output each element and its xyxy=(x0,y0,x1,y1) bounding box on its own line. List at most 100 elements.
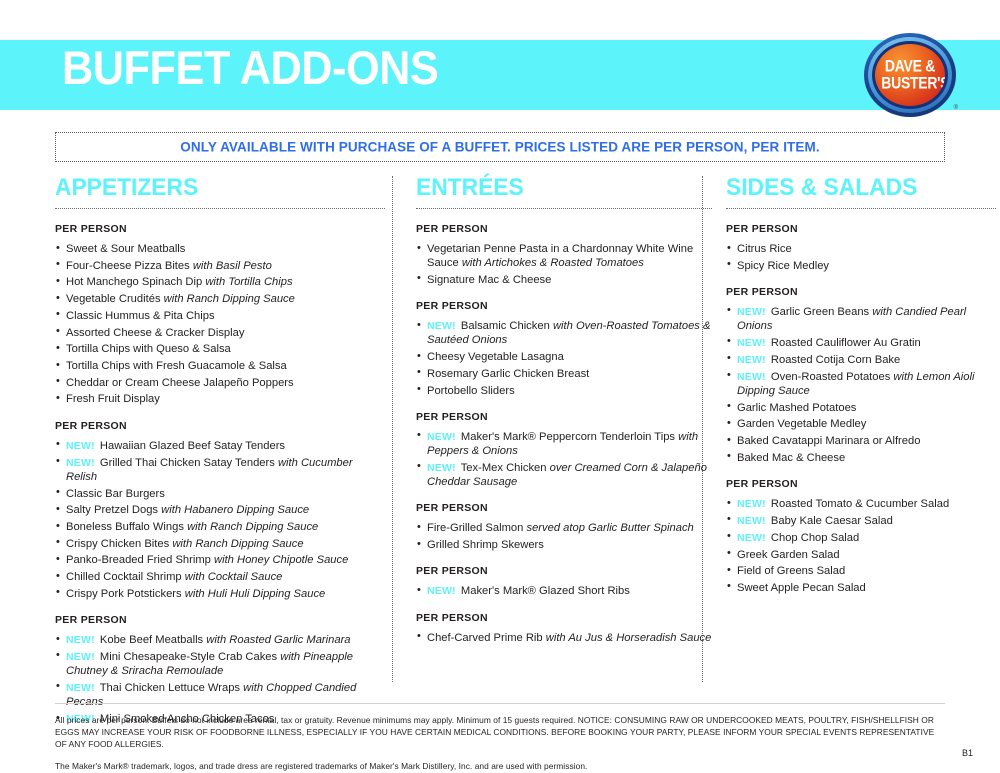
menu-item-name: Tortilla Chips with Queso & Salsa xyxy=(66,343,231,356)
menu-group: PER PERSON Fire-Grilled Salmon served ato… xyxy=(416,502,712,552)
section-rule xyxy=(726,208,996,209)
section-title-entrees: ENTRÉES xyxy=(416,174,524,201)
per-person-label: PER PERSON xyxy=(416,611,488,624)
menu-item-list: NEW! Maker's Mark® Glazed Short Ribs xyxy=(416,584,712,598)
menu-item-detail: with Tortilla Chips xyxy=(205,276,293,289)
menu-item: Hot Manchego Spinach Dip with Tortilla C… xyxy=(55,275,385,289)
per-person-label: PER PERSON xyxy=(726,223,798,235)
logo-core: DAVE & BUSTER'S xyxy=(875,44,945,106)
menu-group: PER PERSON NEW! Maker's Mark® Peppercorn … xyxy=(416,411,712,490)
menu-item-name: Panko-Breaded Fried Shrimp xyxy=(66,554,214,567)
logo-line-1: DAVE & xyxy=(884,56,936,76)
menu-item: Garlic Mashed Potatoes xyxy=(726,400,996,415)
section-title-appetizers: APPETIZERS xyxy=(55,174,199,201)
menu-item: Classic Bar Burgers xyxy=(55,486,385,501)
menu-item: NEW! Chop Chop Salad xyxy=(726,530,996,545)
menu-item-detail: with Pineapple Chutney & Sriracha Remoul… xyxy=(66,650,354,678)
menu-item-name: Portobello Sliders xyxy=(427,384,515,397)
header-banner xyxy=(0,40,1000,110)
registered-mark-icon: ® xyxy=(953,105,958,111)
menu-item: NEW! Kobe Beef Meatballs with Roasted Ga… xyxy=(55,633,385,647)
menu-item: Assorted Cheese & Cracker Display xyxy=(55,325,385,340)
menu-group: PER PERSON Citrus Rice Spicy Rice Medley xyxy=(726,223,996,273)
menu-item-name: Grilled Shrimp Skewers xyxy=(427,539,544,552)
menu-item-name: Kobe Beef Meatballs xyxy=(99,634,207,647)
menu-item-list: NEW! Kobe Beef Meatballs with Roasted Ga… xyxy=(55,633,385,726)
new-badge: NEW! xyxy=(737,305,766,318)
group-list-entrees: PER PERSON Vegetarian Penne Pasta in a Ch… xyxy=(416,223,712,645)
menu-item-name: Vegetarian Penne Pasta in a Chardonnay W… xyxy=(427,243,694,270)
menu-item-name: Citrus Rice xyxy=(737,243,792,255)
dave-and-busters-logo: DAVE & BUSTER'S ® xyxy=(864,33,958,117)
menu-item-detail: with Honey Chipotle Sauce xyxy=(214,554,349,567)
menu-column-entrees: ENTRÉES PER PERSON Vegetarian Penne Pasta… xyxy=(416,176,712,647)
new-badge: NEW! xyxy=(66,650,95,663)
menu-item: Rosemary Garlic Chicken Breast xyxy=(416,366,712,381)
menu-item-detail: with Huli Huli Dipping Sauce xyxy=(184,587,326,600)
menu-item-name: Chilled Cocktail Shrimp xyxy=(66,571,185,584)
menu-item-list: Chef-Carved Prime Rib with Au Jus & Hors… xyxy=(416,630,712,645)
menu-item-name: Rosemary Garlic Chicken Breast xyxy=(427,367,590,380)
menu-item: NEW! Mini Chesapeake-Style Crab Cakes wi… xyxy=(55,649,385,679)
new-badge: NEW! xyxy=(737,498,766,511)
new-badge: NEW! xyxy=(427,461,456,474)
section-rule xyxy=(55,208,385,209)
footer-divider xyxy=(55,703,945,704)
menu-item: NEW! Roasted Cauliflower Au Gratin xyxy=(726,335,996,350)
group-list-sides-salads: PER PERSONCitrus RiceSpicy Rice MedleyPE… xyxy=(726,223,996,595)
menu-item: Citrus Rice xyxy=(726,241,996,256)
menu-item: Chilled Cocktail Shrimp with Cocktail Sa… xyxy=(55,570,385,584)
menu-item-name: Baked Cavatappi Marinara or Alfredo xyxy=(737,435,921,448)
menu-item-detail: with Oven-Roasted Tomatoes & Sautéed Oni… xyxy=(427,320,711,347)
footer: All prices are per person. Buffets do no… xyxy=(55,714,945,772)
per-person-label: PER PERSON xyxy=(55,419,127,432)
per-person-label: PER PERSON xyxy=(55,614,127,627)
menu-item: Salty Pretzel Dogs with Habanero Dipping… xyxy=(55,503,385,517)
menu-item-list: Citrus Rice Spicy Rice Medley xyxy=(726,241,996,273)
per-person-label: PER PERSON xyxy=(726,478,798,491)
menu-item-name: Tortilla Chips with Fresh Guacamole & Sa… xyxy=(66,360,287,373)
menu-item-name: Garlic Mashed Potatoes xyxy=(737,401,857,414)
per-person-label: PER PERSON xyxy=(416,223,488,235)
notice-text: ONLY AVAILABLE WITH PURCHASE OF A BUFFET… xyxy=(180,139,820,155)
per-person-label: PER PERSON xyxy=(416,565,488,578)
menu-item-name: Roasted Cauliflower Au Gratin xyxy=(770,336,921,349)
menu-group: PER PERSON NEW! Balsamic Chicken with Ove… xyxy=(416,300,712,398)
menu-item-name: Four-Cheese Pizza Bites xyxy=(66,259,193,272)
menu-item-name: Boneless Buffalo Wings xyxy=(66,521,188,533)
menu-item: Portobello Sliders xyxy=(416,383,712,398)
menu-item-name: Baked Mac & Cheese xyxy=(737,451,846,464)
menu-item: Greek Garden Salad xyxy=(726,547,996,562)
new-badge: NEW! xyxy=(737,531,766,544)
per-person-label: PER PERSON xyxy=(416,502,488,515)
menu-group: PER PERSON NEW! Garlic Green Beans with C… xyxy=(726,286,996,465)
menu-item-name: Tex-Mex Chicken xyxy=(460,461,550,474)
menu-item: Crispy Chicken Bites with Ranch Dipping … xyxy=(55,536,385,551)
menu-item-name: Fresh Fruit Display xyxy=(66,393,160,406)
menu-item: Baked Mac & Cheese xyxy=(726,450,996,465)
page-marker: B1 xyxy=(962,748,974,758)
menu-item: Sweet Apple Pecan Salad xyxy=(726,580,996,595)
menu-item-name: Oven-Roasted Potatoes xyxy=(770,370,894,383)
menu-item: Tortilla Chips with Queso & Salsa xyxy=(55,342,385,356)
per-person-label: PER PERSON xyxy=(55,223,127,235)
menu-item-name: Crispy Pork Potstickers xyxy=(66,587,185,600)
menu-item: NEW! Maker's Mark® Peppercorn Tenderloin… xyxy=(416,429,712,459)
menu-item-detail: with Candied Pearl Onions xyxy=(737,305,967,333)
menu-item: Chef-Carved Prime Rib with Au Jus & Hors… xyxy=(416,630,712,645)
per-person-label: PER PERSON xyxy=(416,300,488,313)
new-badge: NEW! xyxy=(427,430,456,443)
menu-item-name: Classic Bar Burgers xyxy=(66,487,165,500)
menu-item-name: Cheddar or Cream Cheese Jalapeño Poppers xyxy=(66,376,294,389)
menu-item-name: Assorted Cheese & Cracker Display xyxy=(66,326,245,339)
menu-item: Classic Hummus & Pita Chips xyxy=(55,308,385,323)
menu-item-name: Garlic Green Beans xyxy=(770,305,873,318)
menu-item-name: Field of Greens Salad xyxy=(737,565,846,578)
menu-item-name: Chop Chop Salad xyxy=(770,531,860,544)
menu-item-name: Maker's Mark® Glazed Short Ribs xyxy=(460,585,630,598)
menu-item: NEW! Grilled Thai Chicken Satay Tenders … xyxy=(55,455,385,485)
menu-item: NEW! Roasted Cotija Corn Bake xyxy=(726,352,996,367)
menu-group: PER PERSON Chef-Carved Prime Rib with Au … xyxy=(416,612,712,645)
menu-item: NEW! Hawaiian Glazed Beef Satay Tenders xyxy=(55,438,385,453)
menu-item: NEW! Roasted Tomato & Cucumber Salad xyxy=(726,497,996,511)
